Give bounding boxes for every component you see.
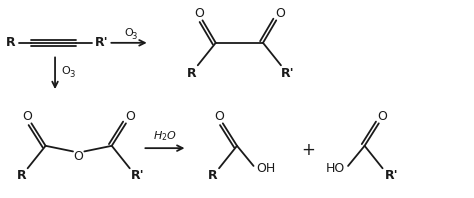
Text: 3: 3 <box>132 32 137 41</box>
Text: 3: 3 <box>69 70 74 79</box>
Text: HO: HO <box>326 162 345 175</box>
Text: O: O <box>23 110 33 123</box>
Text: R: R <box>208 169 217 182</box>
Text: R: R <box>187 67 197 80</box>
Text: R': R' <box>385 169 399 182</box>
Text: R': R' <box>94 36 108 49</box>
Text: O: O <box>62 66 70 76</box>
Text: R': R' <box>131 169 145 182</box>
Text: O: O <box>74 150 83 163</box>
Text: O: O <box>194 7 204 20</box>
Text: R': R' <box>281 67 295 80</box>
Text: OH: OH <box>257 162 276 175</box>
Text: O: O <box>125 110 135 123</box>
Text: R: R <box>17 169 27 182</box>
Text: O: O <box>124 28 133 38</box>
Text: O: O <box>275 7 285 20</box>
Text: R: R <box>6 36 16 49</box>
Text: O: O <box>214 110 224 123</box>
Text: +: + <box>301 141 315 159</box>
Text: $H_2O$: $H_2O$ <box>153 129 177 143</box>
Text: O: O <box>378 110 388 123</box>
